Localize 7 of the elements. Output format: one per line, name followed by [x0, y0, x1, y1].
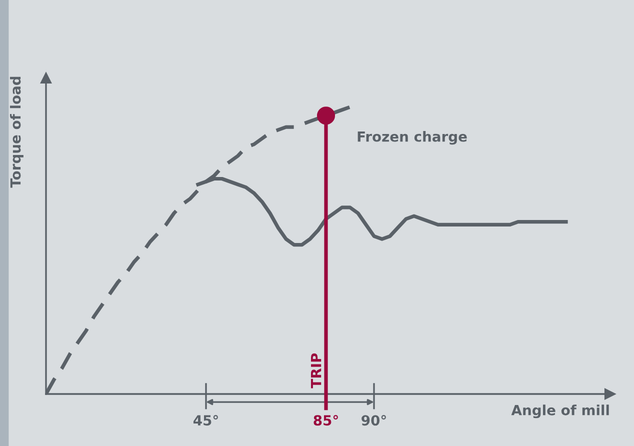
ref-line-label: TRIP: [310, 353, 322, 388]
y-axis-title: Torque of load: [10, 76, 24, 188]
annotation: Frozen charge: [358, 131, 467, 145]
x-tick-label: 90°: [362, 414, 386, 426]
x-tick-label: 45°: [193, 414, 218, 426]
x-axis-title: Angle of mill: [511, 404, 609, 418]
x-tick-label: 85°: [314, 414, 338, 426]
